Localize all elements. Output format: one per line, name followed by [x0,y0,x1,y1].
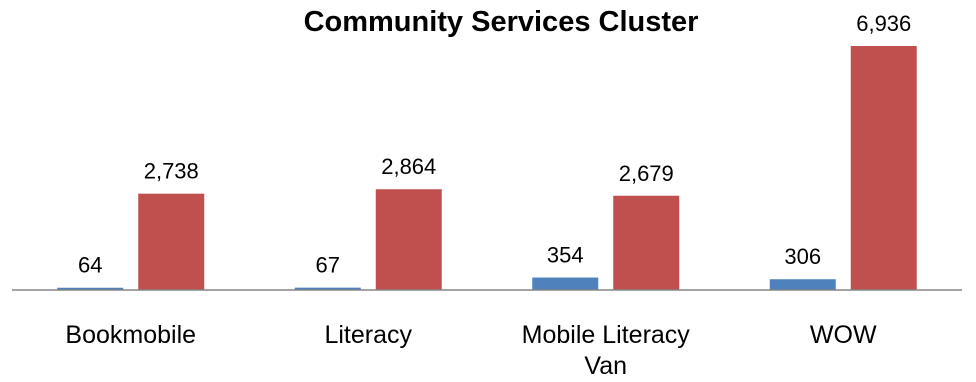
data-label-series1-1: 67 [316,253,340,278]
data-label-series1-3: 306 [784,244,821,269]
bar-series1-3 [769,279,836,290]
data-label-series2-2: 2,679 [619,161,674,186]
data-label-series2-3: 6,936 [856,11,911,36]
category-label-3: WOW [810,321,877,349]
category-label-1: Literacy [324,321,412,349]
data-label-series1-2: 354 [547,243,584,268]
data-label-series1-0: 64 [78,253,102,278]
category-label-0: Bookmobile [65,321,196,349]
labels-group: 64 2,738 Bookmobile 67 2,864 Literacy 354 2,679… [65,11,911,380]
bar-series1-0 [57,287,124,290]
bar-series1-2 [532,277,599,290]
bar-series2-3 [850,46,917,290]
bar-series2-0 [138,193,205,290]
category-label-2-line0: Mobile Literacy [522,321,691,349]
bar-series1-1 [294,287,361,290]
bars-group [57,46,917,290]
chart-title: Community Services Cluster [304,6,699,38]
bar-series2-1 [375,189,442,290]
category-label-2-line1: Van [584,352,627,380]
bar-series2-2 [613,195,680,290]
data-label-series2-1: 2,864 [381,154,436,179]
data-label-series2-0: 2,738 [144,159,199,184]
